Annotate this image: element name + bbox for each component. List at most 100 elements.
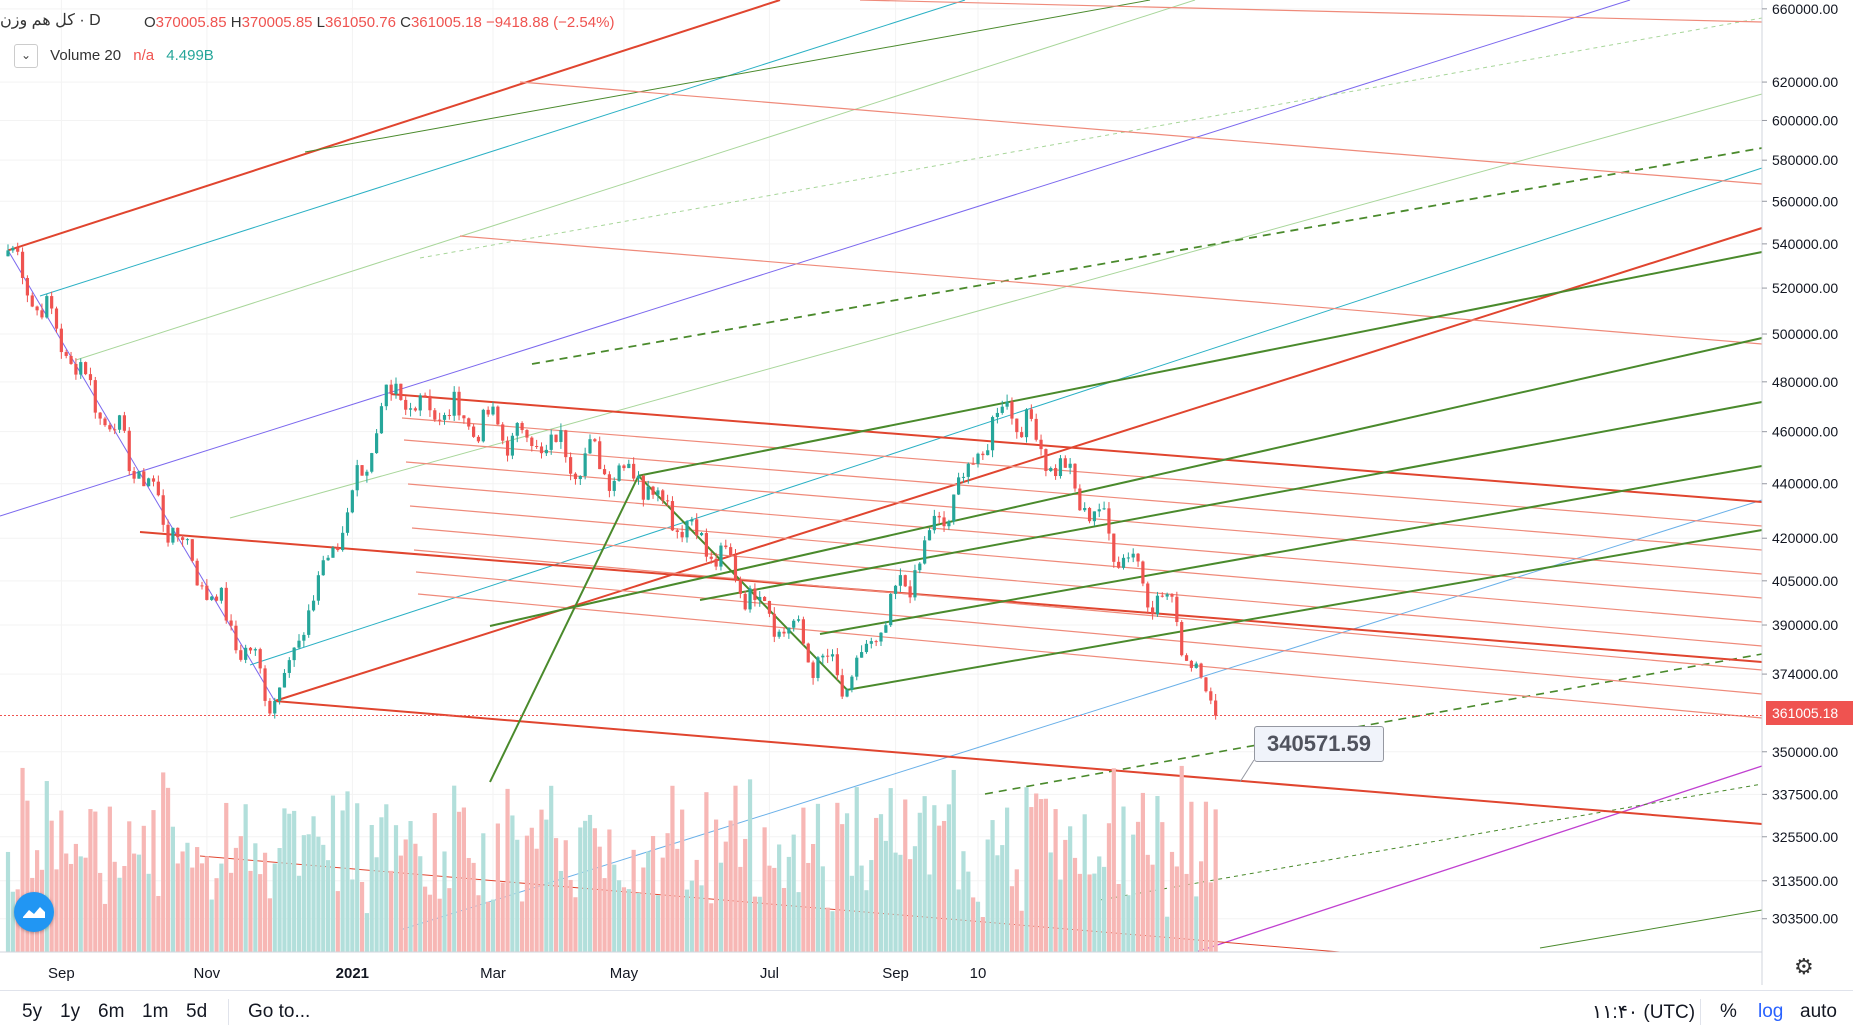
volume-bar — [971, 897, 976, 952]
pitchfork-line — [699, 401, 1763, 601]
candle-body — [772, 613, 776, 637]
time-tick-label: 2021 — [336, 965, 369, 982]
candle-body — [811, 662, 815, 678]
channel-subline — [417, 593, 1763, 719]
volume-bar — [762, 827, 767, 952]
candle-body — [685, 521, 689, 538]
callout-pointer — [1239, 759, 1255, 783]
candle-body — [244, 647, 248, 660]
volume-bar — [190, 867, 195, 952]
fan-line-dashed — [984, 653, 1763, 795]
volume-bar — [505, 788, 510, 952]
volume-bar — [1005, 807, 1010, 952]
volume-bar — [88, 809, 93, 952]
candle-body — [612, 480, 616, 491]
log-scale-button[interactable]: log — [1758, 1001, 1784, 1022]
volume-bar — [418, 856, 423, 952]
time-axis[interactable]: Sep Nov 2021 Mar May Jul Sep 10 — [0, 951, 1762, 982]
pitchfork-upper-line — [7, 0, 781, 252]
channel-subline — [409, 505, 1763, 623]
symbol-title[interactable]: کل هم وزن · D — [0, 12, 101, 29]
toolbar-divider — [228, 999, 229, 1025]
volume-bar — [932, 805, 937, 952]
candle-body — [181, 537, 185, 540]
volume-bar — [1014, 869, 1019, 952]
volume-bar — [1019, 910, 1024, 952]
candle-body — [1010, 401, 1014, 419]
goto-date-button[interactable]: Go to... — [248, 1001, 311, 1022]
ohlc-readout: O370005.85 H370005.85 L361050.76 C361005… — [144, 14, 614, 31]
candle-body — [947, 521, 951, 527]
volume-bar — [384, 804, 389, 952]
volume-bar — [975, 901, 981, 952]
channel-subline — [405, 461, 1763, 575]
candle-body — [874, 641, 878, 643]
candle-body — [588, 439, 592, 454]
range-6m-button[interactable]: 6m — [98, 1001, 125, 1022]
chevron-down-icon[interactable]: ⌄ — [14, 44, 38, 68]
candle-body — [860, 652, 864, 658]
volume-bar — [1160, 822, 1165, 952]
volume-bar — [650, 835, 656, 952]
candle-body — [472, 426, 476, 437]
candle-body — [821, 655, 825, 658]
fan-line-dashed — [531, 147, 1763, 365]
candle-body — [16, 247, 20, 252]
volume-bar — [806, 862, 811, 952]
candle-body — [113, 429, 117, 431]
volume-bar — [956, 889, 961, 952]
timezone-clock[interactable]: ۱۱:۴۰ (UTC) — [1592, 1002, 1696, 1023]
candle-body — [1020, 432, 1024, 438]
volume-bar — [704, 792, 709, 952]
candle-body — [845, 689, 849, 697]
candle-body — [74, 363, 78, 375]
candle-body — [709, 556, 713, 559]
range-1m-button[interactable]: 1m — [142, 1001, 169, 1022]
volume-na: n/a — [133, 46, 155, 64]
volume-bar — [262, 852, 268, 952]
pitchfork-line — [489, 337, 1763, 627]
price-tick-label: 660000.00 — [1772, 1, 1838, 17]
candle-body — [1083, 507, 1087, 511]
candle-body — [554, 434, 558, 442]
volume-bar — [1092, 873, 1097, 952]
candle-body — [1170, 594, 1174, 597]
candle-body — [1180, 622, 1184, 656]
range-1y-button[interactable]: 1y — [60, 1001, 81, 1022]
candle-body — [830, 654, 835, 657]
percent-scale-button[interactable]: % — [1720, 1001, 1737, 1022]
price-callout-label[interactable]: 340571.59 — [1254, 726, 1384, 762]
volume-bar — [151, 810, 156, 952]
gear-icon[interactable]: ⚙ — [1794, 954, 1814, 979]
range-5y-button[interactable]: 5y — [22, 1001, 43, 1022]
volume-bar — [699, 885, 704, 952]
candle-body — [690, 519, 694, 522]
price-chart[interactable]: 660000.00 620000.00 600000.00 580000.00 5600… — [0, 0, 1853, 990]
candle-body — [384, 384, 388, 407]
candle-body — [602, 469, 607, 475]
candle-body — [738, 579, 742, 594]
volume-bar — [757, 896, 762, 952]
volume-bar — [204, 856, 209, 952]
candle-body — [971, 463, 975, 465]
volume-bar — [122, 866, 127, 952]
candle-body — [35, 306, 39, 311]
volume-bar — [636, 892, 641, 952]
candle-body — [292, 647, 296, 661]
candle-body — [355, 465, 359, 491]
candle-body — [646, 486, 650, 500]
auto-scale-button[interactable]: auto — [1800, 1001, 1837, 1022]
candle-body — [1054, 468, 1058, 477]
volume-bar — [1155, 796, 1160, 952]
candle-body — [1073, 463, 1077, 489]
volume-bar — [102, 903, 108, 952]
price-tick-label: 325500.00 — [1772, 829, 1838, 845]
range-5d-button[interactable]: 5d — [186, 1001, 208, 1022]
tradingview-logo-icon[interactable] — [14, 892, 54, 932]
volume-bar — [680, 809, 685, 952]
candle-body — [908, 586, 912, 598]
price-axis[interactable]: 660000.00 620000.00 600000.00 580000.00 5600… — [1761, 0, 1838, 985]
price-tick-label: 520000.00 — [1772, 280, 1838, 296]
candle-body — [1049, 468, 1053, 472]
close-label: C — [400, 14, 411, 31]
